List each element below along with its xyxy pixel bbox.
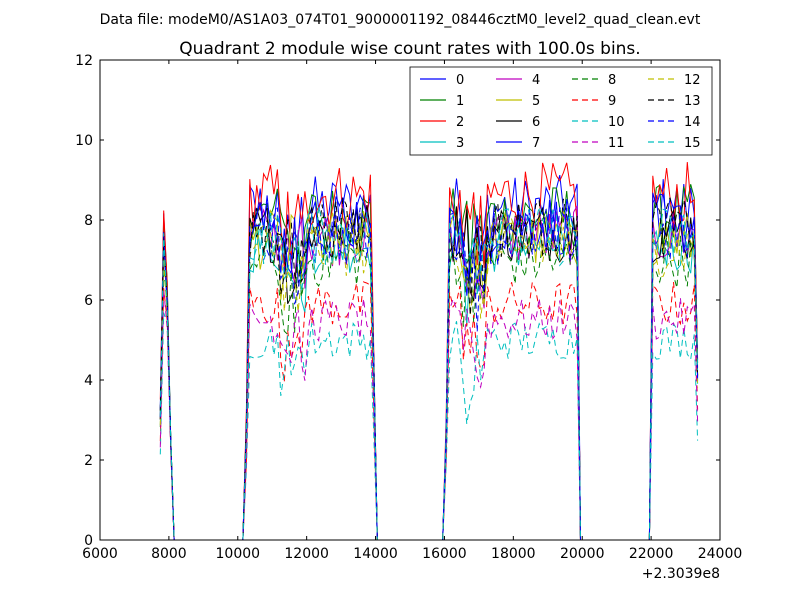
legend-label-12: 12 xyxy=(684,73,701,88)
y-tick-label: 2 xyxy=(84,453,93,469)
x-tick-label: 8000 xyxy=(151,546,187,562)
y-tick-label: 6 xyxy=(84,293,93,309)
series-layer xyxy=(159,162,699,540)
series-line-15 xyxy=(159,206,699,540)
x-tick-label: 24000 xyxy=(698,546,743,562)
legend-label-14: 14 xyxy=(684,115,701,130)
legend-label-9: 9 xyxy=(608,94,616,109)
legend-label-3: 3 xyxy=(456,136,464,151)
y-tick-label: 10 xyxy=(75,133,93,149)
x-tick-label: 20000 xyxy=(560,546,605,562)
legend-label-13: 13 xyxy=(684,94,701,109)
legend-label-5: 5 xyxy=(532,94,540,109)
y-tick-label: 8 xyxy=(84,213,93,229)
y-tick-label: 12 xyxy=(75,53,93,69)
x-tick-label: 6000 xyxy=(82,546,118,562)
legend-label-2: 2 xyxy=(456,115,464,130)
series-line-7 xyxy=(159,192,699,540)
x-tick-label: 22000 xyxy=(629,546,674,562)
chart-title: Quadrant 2 module wise count rates with … xyxy=(179,39,640,59)
legend-label-10: 10 xyxy=(608,115,625,130)
x-tick-label: 14000 xyxy=(353,546,398,562)
x-tick-label: 16000 xyxy=(422,546,467,562)
legend-label-8: 8 xyxy=(608,73,616,88)
legend-label-4: 4 xyxy=(532,73,540,88)
y-tick-label: 0 xyxy=(84,533,93,549)
legend-label-1: 1 xyxy=(456,94,464,109)
y-tick-label: 4 xyxy=(84,373,93,389)
series-line-6 xyxy=(159,205,699,540)
series-line-14 xyxy=(159,207,699,540)
legend-label-7: 7 xyxy=(532,136,540,151)
x-offset-label: +2.3039e8 xyxy=(642,566,720,582)
ticks-layer: 6000 8000 10000 12000 14000 16000 18000 20000 22… xyxy=(75,53,742,562)
series-line-11 xyxy=(159,289,699,540)
series-line-2 xyxy=(159,162,699,540)
legend-label-11: 11 xyxy=(608,136,625,151)
legend-label-6: 6 xyxy=(532,115,540,130)
chart-suptitle: Data file: modeM0/AS1A03_074T01_90000011… xyxy=(100,12,701,28)
legend-box xyxy=(409,66,713,156)
x-tick-label: 12000 xyxy=(284,546,329,562)
legend-label-0: 0 xyxy=(456,73,464,88)
legend-label-15: 15 xyxy=(684,136,701,151)
x-tick-label: 18000 xyxy=(491,546,536,562)
series-line-10 xyxy=(159,312,699,540)
x-tick-label: 10000 xyxy=(216,546,261,562)
